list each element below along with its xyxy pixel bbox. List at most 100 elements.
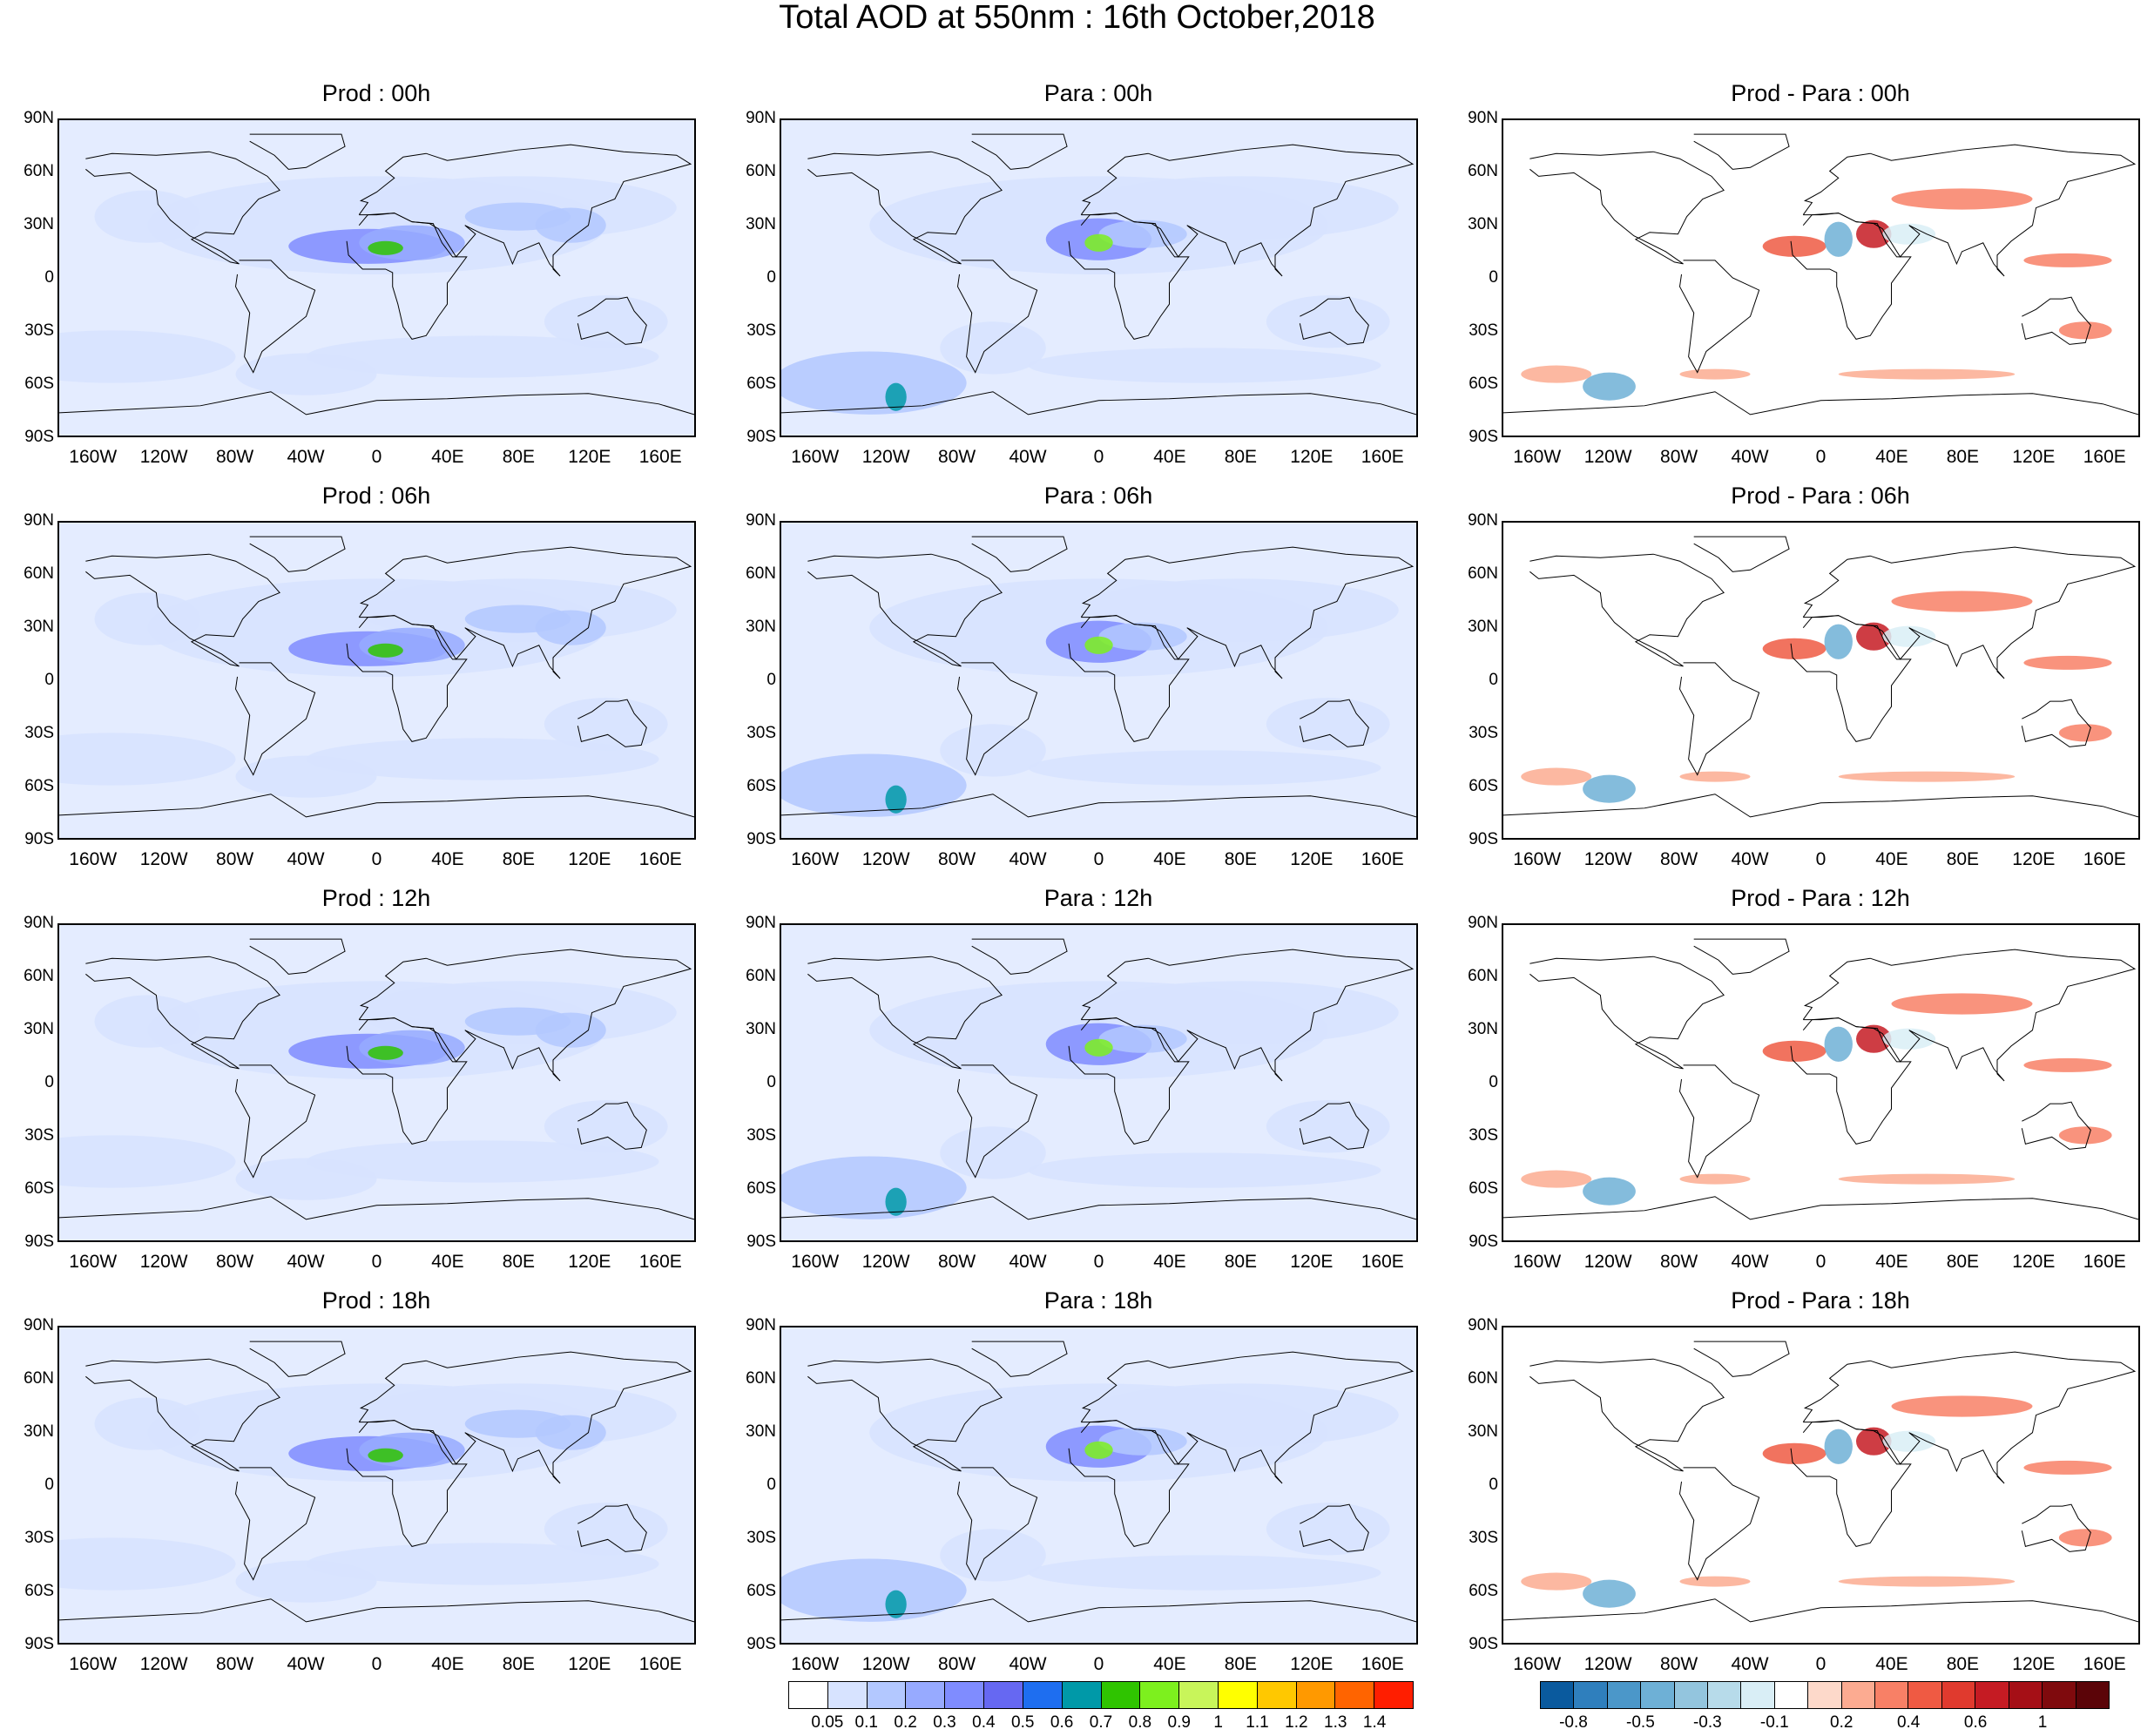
colorbar-swatch <box>827 1682 868 1708</box>
lat-tick-label: 0 <box>1489 1476 1498 1494</box>
aerosol-field <box>1824 221 1853 257</box>
lon-tick-label: 80W <box>216 1252 254 1272</box>
colorbar-label: 0.3 <box>933 1713 956 1732</box>
aerosol-field <box>544 1503 668 1556</box>
coastline <box>956 1467 1038 1581</box>
aerosol-field <box>544 1100 668 1153</box>
colorbar-swatch <box>1574 1682 1608 1708</box>
colorbar-swatch <box>1674 1682 1709 1708</box>
coastline <box>85 151 280 265</box>
lon-tick-label: 40E <box>1153 849 1186 869</box>
lon-tick-label: 40E <box>1875 1252 1908 1272</box>
colorbar-swatch <box>2043 1682 2076 1708</box>
lat-tick-label: 90N <box>1468 511 1498 530</box>
map-panel <box>1502 118 2140 437</box>
lon-tick-label: 160E <box>1361 447 1404 467</box>
lon-tick-label: 80E <box>1946 1654 1980 1674</box>
aerosol-field <box>2023 1460 2112 1475</box>
lon-tick-label: 40W <box>1731 1252 1769 1272</box>
lon-tick-label: 0 <box>1093 849 1104 869</box>
lon-tick-label: 80W <box>216 1654 254 1674</box>
aerosol-field <box>1891 591 2033 612</box>
colorbar-label: -0.5 <box>1626 1713 1655 1732</box>
colorbar-swatch <box>1023 1682 1063 1708</box>
coastline <box>1299 699 1369 747</box>
lon-tick-label: 160E <box>638 447 682 467</box>
lat-tick-label: 0 <box>766 1476 776 1494</box>
lat-tick-label: 30S <box>24 1529 54 1547</box>
colorbar-label: 0.5 <box>1011 1713 1035 1732</box>
lat-tick-label: 30N <box>24 618 54 636</box>
coastline <box>358 144 692 277</box>
coastline <box>1299 1101 1369 1150</box>
lon-tick-label: 160W <box>791 447 840 467</box>
coastline <box>234 662 316 776</box>
lat-tick-label: 0 <box>1489 671 1498 689</box>
coastline <box>971 1341 1068 1377</box>
lon-tick-label: 160W <box>1513 849 1562 869</box>
colorbar-label: -0.3 <box>1692 1713 1722 1732</box>
aerosol-field <box>2023 655 2112 670</box>
lat-tick-label: 30S <box>1469 1529 1498 1547</box>
lon-tick-label: 80E <box>1224 1654 1258 1674</box>
coastline <box>1790 1420 1912 1547</box>
coastline <box>1080 1351 1415 1484</box>
lon-tick-label: 160E <box>638 849 682 869</box>
lat-tick-label: 0 <box>766 1073 776 1091</box>
colorbar-swatch <box>1101 1682 1141 1708</box>
colorbar-label: 1 <box>2037 1713 2048 1732</box>
lat-tick-label: 90N <box>24 109 54 127</box>
aerosol-field <box>59 1537 236 1591</box>
lon-tick-label: 80E <box>1224 849 1258 869</box>
panel-title: Para : 06h <box>1043 483 1153 509</box>
colorbar-swatch <box>1607 1682 1642 1708</box>
aerosol-field <box>1762 235 1827 257</box>
lat-tick-label: 60S <box>24 375 54 393</box>
coastline <box>956 260 1038 374</box>
lon-tick-label: 120W <box>861 1654 910 1674</box>
colorbar-swatch <box>1941 1682 1976 1708</box>
lon-tick-label: 0 <box>1815 849 1827 869</box>
aerosol-field <box>1679 1173 1751 1185</box>
coastline <box>1678 1064 1760 1179</box>
lon-tick-label: 120W <box>139 1252 188 1272</box>
aerosol-field <box>1679 771 1751 782</box>
coastline <box>971 938 1068 975</box>
coastline <box>1802 1351 2137 1484</box>
coastline <box>1503 391 2138 415</box>
lon-tick-label: 80E <box>1946 1252 1980 1272</box>
aerosol-field <box>1882 223 1936 245</box>
aerosol-field <box>781 1558 967 1622</box>
lat-tick-label: 60N <box>1468 1369 1498 1388</box>
panel-title: Prod : 00h <box>321 80 431 106</box>
colorbar-label: 0.6 <box>1050 1713 1074 1732</box>
panel-title: Prod : 18h <box>321 1287 431 1314</box>
lon-tick-label: 160W <box>69 849 118 869</box>
aerosol-field <box>1762 1040 1827 1062</box>
colorbar-label: 0.8 <box>1128 1713 1152 1732</box>
lon-tick-label: 80E <box>1224 447 1258 467</box>
colorbar-label: 0.2 <box>894 1713 917 1732</box>
lat-tick-label: 30S <box>1469 1126 1498 1145</box>
colorbar-label: 0.4 <box>1896 1713 1921 1732</box>
coastline <box>234 1467 316 1581</box>
lon-tick-label: 120E <box>1290 1252 1334 1272</box>
lat-tick-label: 0 <box>766 671 776 689</box>
aerosol-field <box>1891 1395 2033 1417</box>
lat-tick-label: 90N <box>1468 1316 1498 1334</box>
lat-tick-label: 90S <box>24 1635 54 1653</box>
lat-tick-label: 60S <box>746 1179 776 1198</box>
colorbar-label: 0.7 <box>1089 1713 1113 1732</box>
lon-tick-label: 120E <box>568 447 611 467</box>
aerosol-field <box>1028 1152 1381 1188</box>
lon-tick-label: 120E <box>1290 849 1334 869</box>
lon-tick-label: 80W <box>1660 1654 1698 1674</box>
aerosol-field <box>1521 1170 1592 1188</box>
lon-tick-label: 160E <box>1361 1654 1404 1674</box>
coastline <box>1802 144 2137 277</box>
aerosol-field <box>1266 295 1390 348</box>
aerosol-field <box>1856 220 1892 248</box>
panel-title: Prod - Para : 12h <box>1731 885 1910 911</box>
coastline <box>781 1196 1416 1220</box>
coastline <box>807 151 1003 265</box>
